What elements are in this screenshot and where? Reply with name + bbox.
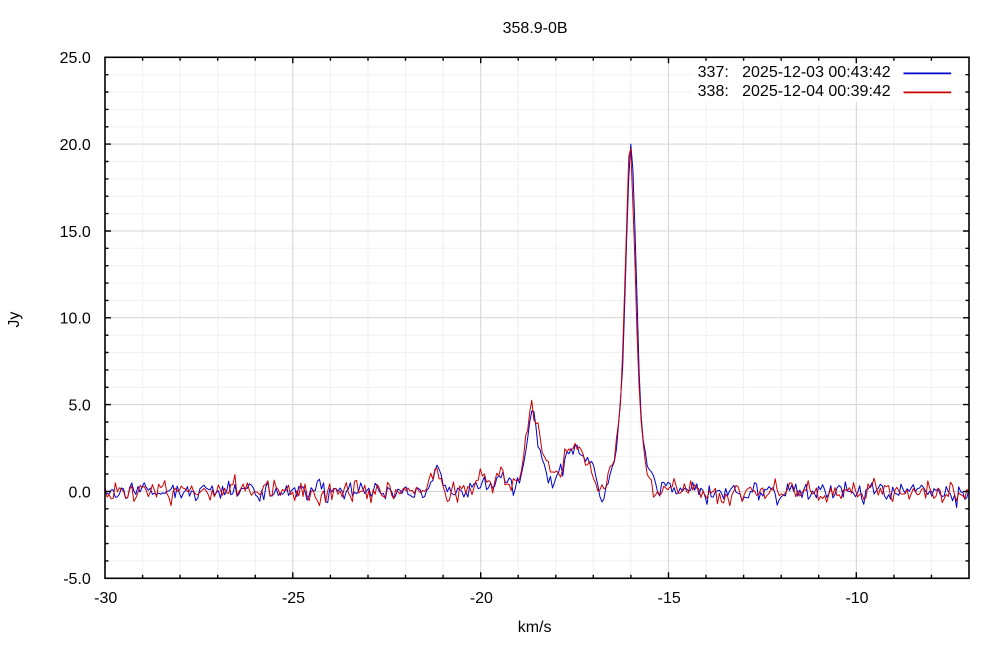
svg-text:-5.0: -5.0: [63, 571, 91, 588]
svg-text:-20: -20: [470, 590, 493, 607]
svg-text:0.0: 0.0: [69, 484, 91, 501]
svg-text:-25: -25: [282, 590, 305, 607]
svg-text:337: 2025-12-03 00:43:42: 337: 2025-12-03 00:43:42: [698, 64, 891, 81]
svg-text:-30: -30: [94, 590, 117, 607]
svg-text:10.0: 10.0: [60, 311, 91, 328]
svg-text:km/s: km/s: [518, 619, 552, 636]
svg-text:Jy: Jy: [6, 312, 23, 328]
svg-text:338: 2025-12-04 00:39:42: 338: 2025-12-04 00:39:42: [698, 83, 891, 100]
svg-text:15.0: 15.0: [60, 224, 91, 241]
svg-text:-10: -10: [845, 590, 868, 607]
svg-text:25.0: 25.0: [60, 50, 91, 67]
svg-text:5.0: 5.0: [69, 397, 91, 414]
svg-text:-15: -15: [658, 590, 681, 607]
svg-text:358.9-0B: 358.9-0B: [503, 20, 568, 37]
svg-text:20.0: 20.0: [60, 137, 91, 154]
